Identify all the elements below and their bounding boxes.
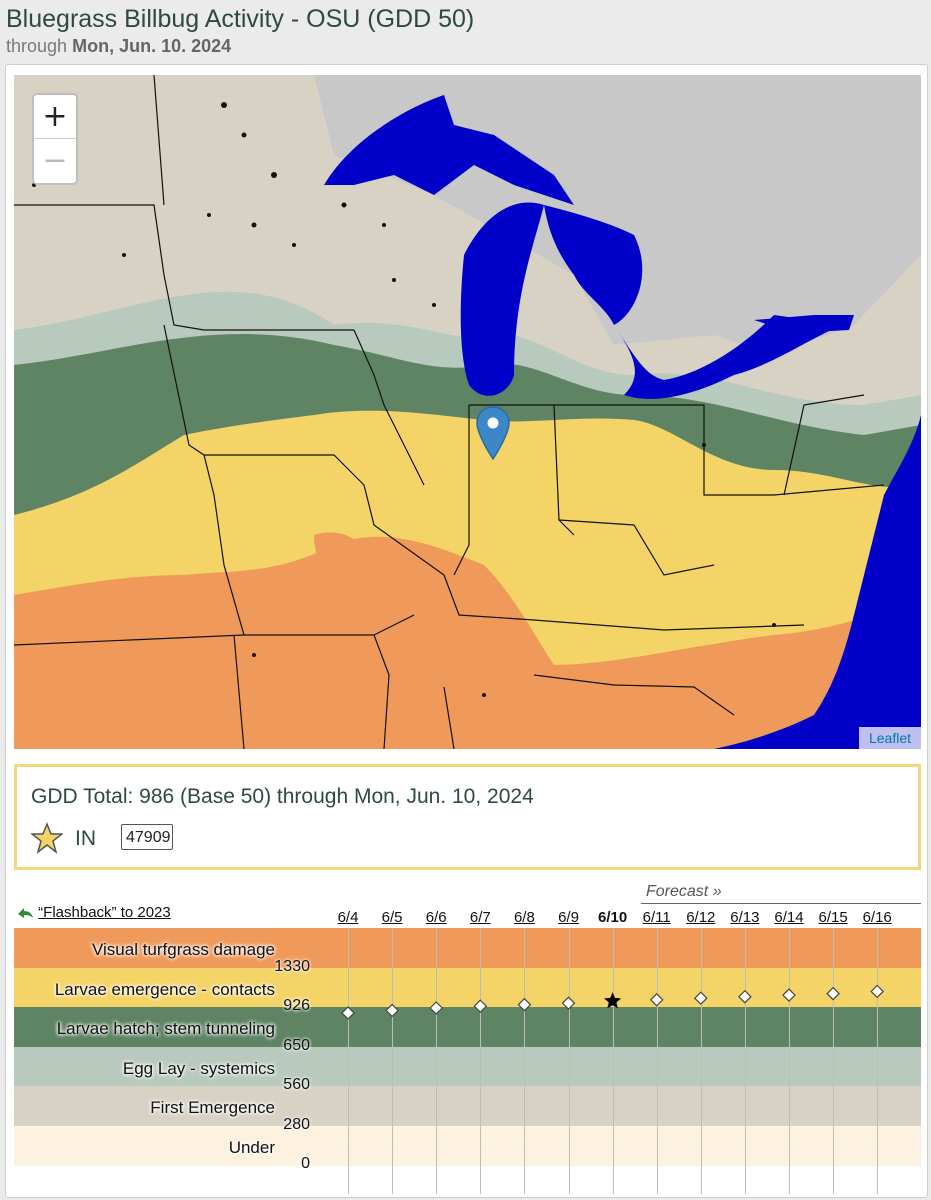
zip-code-input[interactable]: 47909	[121, 824, 173, 850]
data-point	[341, 1006, 355, 1020]
date-label[interactable]: 6/12	[686, 909, 716, 926]
flashback-link[interactable]: “Flashback” to 2023	[16, 904, 171, 921]
date-gridline	[833, 928, 835, 1194]
activity-chart: Forecast » “Flashback” to 2023 Visual tu…	[0, 870, 931, 1200]
forecast-divider	[641, 903, 921, 904]
date-label[interactable]: 6/6	[425, 909, 447, 926]
data-point	[826, 986, 840, 1001]
date-label[interactable]: 6/11	[642, 909, 671, 926]
date-gridline	[348, 928, 349, 1194]
page-subtitle: through Mon, Jun. 10. 2024	[6, 36, 231, 57]
band-visual-turfgrass-damage	[14, 928, 921, 968]
zoom-in-button[interactable]: +	[34, 95, 76, 139]
date-label[interactable]: 6/8	[513, 909, 535, 926]
data-point	[429, 1001, 444, 1015]
date-label[interactable]: 6/4	[337, 909, 359, 926]
band-label: Larvae emergence - contacts	[54, 979, 275, 999]
band-label: First Emergence	[150, 1098, 275, 1117]
band-larvae-emergence-contacts	[14, 967, 921, 1008]
zoom-out-button[interactable]: −	[42, 143, 68, 178]
threshold-label: 926	[283, 997, 310, 1014]
date-gridline	[877, 928, 879, 1194]
date-gridline	[612, 928, 614, 1194]
threshold-label: 560	[283, 1076, 310, 1093]
zoom-control: + −	[32, 93, 78, 185]
leaflet-attribution-link[interactable]: Leaflet	[859, 727, 921, 749]
map-layer	[14, 75, 921, 749]
current-day-point	[604, 992, 622, 1009]
date-label[interactable]: 6/7	[469, 909, 491, 926]
date-label[interactable]: 6/16	[862, 909, 892, 926]
data-point	[517, 997, 532, 1012]
date-label: 6/10	[597, 909, 628, 926]
band-larvae-hatch-stem-tunneling	[14, 1007, 921, 1047]
data-point	[782, 988, 796, 1002]
date-gridline	[568, 928, 570, 1194]
gdd-total-text: GDD Total: 986 (Base 50) through Mon, Ju…	[31, 785, 534, 808]
date-label[interactable]: 6/15	[818, 909, 848, 926]
data-point	[693, 991, 708, 1006]
date-gridline	[436, 928, 438, 1194]
band-label: Egg Lay - systemics	[122, 1058, 275, 1078]
page-header: Bluegrass Billbug Activity - OSU (GDD 50…	[0, 0, 931, 62]
band-label: Under	[228, 1137, 275, 1157]
date-gridline	[789, 928, 790, 1194]
data-point	[870, 984, 885, 999]
gdd-map[interactable]	[14, 75, 921, 749]
page-title: Bluegrass Billbug Activity - OSU (GDD 50…	[6, 5, 475, 33]
date-label[interactable]: 6/13	[730, 909, 760, 926]
band-under	[14, 1125, 921, 1166]
subtitle-date: Mon, Jun. 10. 2024	[72, 36, 232, 56]
gdd-info-box: GDD Total: 986 (Base 50) through Mon, Ju…	[14, 764, 921, 870]
back-arrow-icon	[18, 908, 33, 919]
threshold-label: 280	[283, 1115, 310, 1133]
data-point	[561, 996, 576, 1011]
threshold-label: 0	[301, 1155, 310, 1172]
date-gridline	[524, 928, 526, 1194]
date-label[interactable]: 6/5	[381, 909, 403, 926]
subtitle-prefix: through	[6, 36, 68, 56]
band-first-emergence	[14, 1086, 921, 1126]
date-gridline	[656, 928, 658, 1194]
date-label[interactable]: 6/14	[774, 909, 804, 926]
flashback-label: “Flashback” to 2023	[38, 904, 171, 921]
state-label: IN	[75, 827, 96, 850]
forecast-label: Forecast »	[646, 883, 722, 900]
data-point	[649, 992, 664, 1007]
date-gridline	[700, 928, 702, 1194]
data-point	[738, 989, 752, 1004]
map-pin-icon[interactable]	[475, 405, 511, 461]
star-icon[interactable]	[31, 822, 63, 854]
band-label: Larvae hatch; stem tunneling	[56, 1019, 275, 1038]
band-label: Visual turfgrass damage	[91, 940, 275, 959]
band-egg-lay-systemics	[14, 1046, 921, 1087]
threshold-label: 650	[283, 1036, 310, 1054]
data-point	[385, 1003, 399, 1018]
chart-points	[341, 984, 885, 1020]
date-gridline	[744, 928, 746, 1194]
data-point	[473, 999, 488, 1013]
date-label[interactable]: 6/9	[558, 909, 579, 926]
threshold-label: 1330	[274, 957, 310, 975]
date-gridline	[392, 928, 394, 1194]
date-gridline	[480, 928, 482, 1194]
